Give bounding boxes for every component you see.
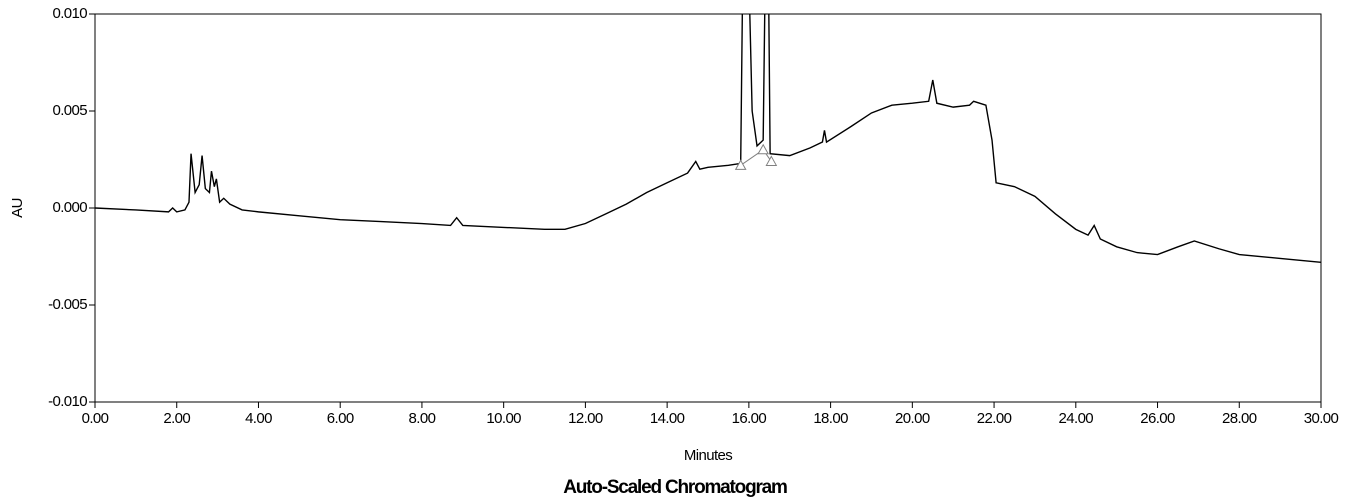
x-tick-label: 16.00: [732, 410, 767, 427]
x-axis-label: Minutes: [684, 447, 732, 464]
x-tick-label: 2.00: [163, 410, 190, 427]
x-tick-label: 6.00: [327, 410, 354, 427]
y-tick-label: 0.010: [52, 5, 87, 22]
x-tick-label: 24.00: [1059, 410, 1094, 427]
x-tick-label: 12.00: [568, 410, 603, 427]
y-tick-label: -0.010: [48, 393, 87, 410]
x-tick-label: 4.00: [245, 410, 272, 427]
x-tick-label: 30.00: [1304, 410, 1339, 427]
x-tick-label: 26.00: [1140, 410, 1175, 427]
peak-marker: [765, 155, 778, 166]
plot-frame: [94, 13, 1322, 403]
y-axis-label: AU: [9, 198, 26, 218]
peak-marker: [757, 143, 770, 155]
y-tick-label: -0.005: [48, 296, 87, 313]
y-tick-label: 0.000: [52, 199, 87, 216]
x-tick-label: 8.00: [409, 410, 436, 427]
chart-title: Auto-Scaled Chromatogram: [563, 477, 787, 498]
peak-marker: [734, 159, 747, 170]
x-tick-label: 22.00: [977, 410, 1012, 427]
x-tick-label: 0.00: [82, 410, 109, 427]
x-tick-label: 20.00: [895, 410, 930, 427]
x-tick-label: 14.00: [650, 410, 685, 427]
y-tick-label: 0.005: [52, 102, 87, 119]
x-tick-label: 10.00: [486, 410, 521, 427]
x-tick-label: 18.00: [813, 410, 848, 427]
chromatogram-trace: [95, 14, 1321, 264]
x-tick-label: 28.00: [1222, 410, 1257, 427]
plot-area: [95, 14, 1321, 264]
